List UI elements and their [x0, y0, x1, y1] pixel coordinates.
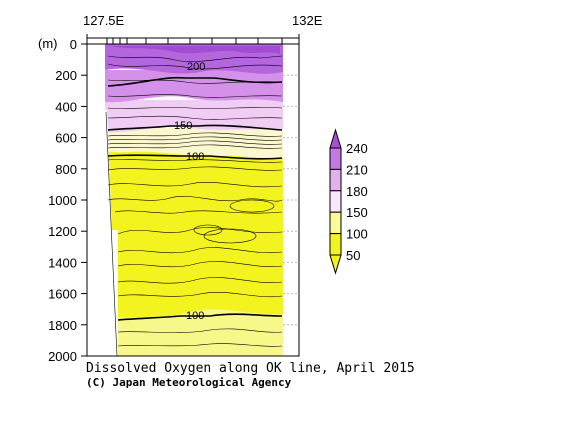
- contour-label: 100: [186, 151, 204, 163]
- contour-label: 150: [174, 120, 192, 132]
- chart-title: Dissolved Oxygen along OK line, April 20…: [86, 361, 415, 376]
- y-tick-label: 1600: [48, 287, 77, 302]
- y-axis: 0 200 400 600 800 1000 1200 1400 1600 1800 2000: [48, 37, 299, 364]
- colorbar-segment: [329, 190, 342, 213]
- colorbar-extend-top: [329, 128, 342, 149]
- y-tick-label: 0: [70, 37, 77, 52]
- missing-data-left: [87, 44, 118, 356]
- y-tick-label: 1400: [48, 255, 77, 270]
- colorbar-segment: [329, 168, 342, 192]
- y-tick-label: 800: [55, 162, 77, 177]
- contour-100-lower: [117, 313, 283, 321]
- band-240-top: [110, 46, 280, 54]
- colorbar-label: 100: [346, 227, 368, 242]
- y-unit-label: (m): [38, 36, 58, 51]
- y-tick-label: 1800: [48, 318, 77, 333]
- bathymetry-boundary: [105, 111, 118, 357]
- colorbar-extend-bottom: [329, 254, 342, 275]
- contour-label-group: 200 150 100 100: [174, 61, 205, 322]
- contour-label: 200: [187, 61, 205, 73]
- colorbar-label: 50: [346, 248, 360, 263]
- y-tick-label: 1200: [48, 224, 77, 239]
- colorbar-label: 240: [346, 141, 368, 156]
- y-tick-label: 600: [55, 131, 77, 146]
- colorbar-label: 180: [346, 184, 368, 199]
- colorbar-segment: [329, 211, 342, 235]
- top-tick-marks: [86, 34, 300, 44]
- x-label-right: 132E: [292, 13, 323, 28]
- contour-100-upper: [107, 154, 283, 160]
- contour-lines: [107, 55, 283, 347]
- colorbar: 240 210 180 150 100 50: [329, 128, 368, 275]
- y-tick-label: 1000: [48, 193, 77, 208]
- y-tick-label: 200: [55, 68, 77, 83]
- x-label-left: 127.5E: [83, 13, 125, 28]
- band-180-210: [105, 70, 283, 103]
- colorbar-label: 210: [346, 162, 368, 177]
- contour-150: [107, 124, 283, 131]
- contour-200: [107, 76, 283, 87]
- y-tick-label: 400: [55, 99, 77, 114]
- contour-label: 100: [186, 310, 204, 322]
- y-tick-label: 2000: [48, 349, 77, 364]
- colorbar-segment: [329, 233, 342, 256]
- colorbar-label: 150: [346, 205, 368, 220]
- credit-line: (C) Japan Meteorological Agency: [86, 376, 292, 389]
- colorbar-segment: [329, 147, 342, 170]
- bold-contours: [107, 76, 283, 321]
